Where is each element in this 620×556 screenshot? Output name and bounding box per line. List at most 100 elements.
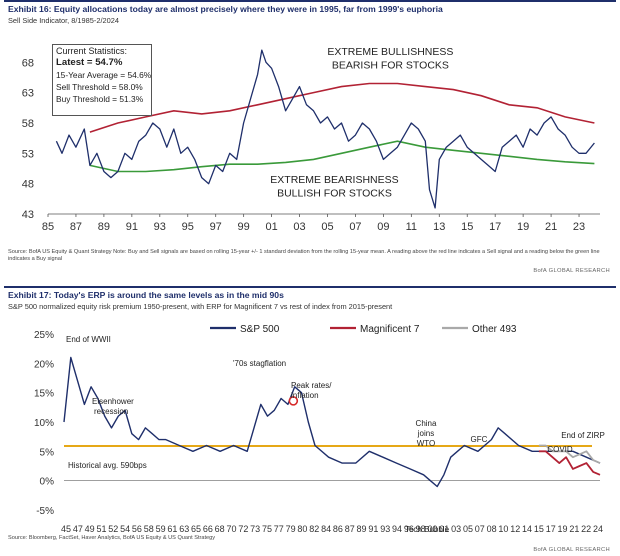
annotation-end-of-wwii: End of WWII	[66, 335, 111, 344]
x-tick-label: 82	[309, 524, 319, 534]
annotation-historical-average: Historical avg. 590bps	[68, 461, 147, 470]
y-tick-label: 0%	[40, 477, 55, 488]
y-tick-label: 58	[22, 118, 34, 130]
x-tick-label: 65	[191, 524, 201, 534]
y-tick-label: 15%	[34, 389, 54, 400]
legend-label: Other 493	[472, 324, 517, 335]
exhibit-17-title: Exhibit 17: Today's ERP is around the sa…	[8, 290, 284, 300]
y-tick-label: 63	[22, 88, 34, 100]
x-tick-label: 47	[73, 524, 83, 534]
x-tick-label: 58	[144, 524, 154, 534]
x-tick-label: 61	[167, 524, 177, 534]
exhibit-16-subtitle: Sell Side Indicator, 8/1985-2/2024	[8, 16, 119, 25]
mag7-erp-line	[538, 450, 601, 476]
exhibit-16-credit: BofA GLOBAL RESEARCH	[533, 268, 610, 274]
annotation-covid: COVID	[547, 445, 573, 454]
title-rule	[4, 286, 616, 288]
y-tick-label: 53	[22, 148, 34, 160]
x-tick-label: 17	[489, 221, 501, 233]
exhibit-17-credit: BofA GLOBAL RESEARCH	[533, 547, 610, 553]
annotation-peak-rates: Peak rates/	[291, 381, 332, 390]
stats-average: 15-Year Average = 54.6%	[56, 70, 152, 80]
x-tick-label: 77	[274, 524, 284, 534]
x-tick-label: 70	[227, 524, 237, 534]
x-tick-label: 10	[498, 524, 508, 534]
x-tick-label: 08	[487, 524, 497, 534]
x-tick-label: 45	[61, 524, 71, 534]
annotation-peak-rates: inflation	[291, 391, 319, 400]
x-tick-label: 97	[210, 221, 222, 233]
x-tick-label: 15	[461, 221, 473, 233]
x-tick-label: 23	[573, 221, 585, 233]
peak-rates-marker	[288, 396, 299, 406]
exhibit-16-panel: Exhibit 16: Equity allocations today are…	[4, 0, 616, 274]
x-tick-label: 87	[70, 221, 82, 233]
x-tick-label: 91	[126, 221, 138, 233]
x-tick-label: 56	[132, 524, 142, 534]
x-tick-label: 11	[406, 221, 417, 233]
x-tick-label: 22	[581, 524, 591, 534]
x-tick-label: 17	[546, 524, 556, 534]
x-tick-label: 07	[349, 221, 361, 233]
exhibit-17-panel: Exhibit 17: Today's ERP is around the sa…	[0, 278, 620, 556]
x-tick-label: 03	[293, 221, 305, 233]
annotation-extreme-bearishness: EXTREME BEARISHNESS	[270, 174, 398, 186]
x-tick-label: 51	[96, 524, 106, 534]
x-tick-label: 21	[569, 524, 579, 534]
stats-buy-threshold: Buy Threshold = 51.3%	[56, 94, 144, 104]
exhibit-17-chart: 25%20%15%10%5%0%-5%45 47 49 51 52 54 56 58 59 61 6…	[34, 324, 605, 534]
x-tick-label: 21	[545, 221, 557, 233]
x-tick-label: 07	[475, 524, 485, 534]
annotation-extreme-bullishness: EXTREME BULLISHNESS	[327, 46, 453, 58]
stats-latest: Latest = 54.7%	[56, 57, 123, 68]
annotation-bearish-for-stocks: BEARISH FOR STOCKS	[332, 59, 449, 71]
y-tick-label: 25%	[34, 330, 54, 341]
x-tick-label: 15	[534, 524, 544, 534]
x-tick-label: 05	[321, 221, 333, 233]
x-tick-label: 12	[510, 524, 520, 534]
legend-label: Magnificent 7	[360, 324, 420, 335]
x-tick-label: 54	[120, 524, 130, 534]
sell-side-indicator-line	[55, 49, 595, 209]
sell-threshold-line	[89, 82, 595, 133]
sp500-erp-line	[63, 356, 601, 488]
x-tick-label: 66	[203, 524, 213, 534]
other493-erp-line	[538, 444, 601, 464]
x-tick-label: 84	[321, 524, 331, 534]
stats-sell-threshold: Sell Threshold = 58.0%	[56, 82, 143, 92]
x-tick-label: 52	[108, 524, 118, 534]
x-tick-label: 19	[517, 221, 529, 233]
exhibit-17-source: Source: Bloomberg, FactSet, Haver Analyt…	[8, 535, 216, 541]
x-tick-label: 05	[463, 524, 473, 534]
title-rule	[4, 0, 616, 2]
annotation-china-joins-wto: China	[416, 419, 437, 428]
annotation-70s-stagflation: '70s stagflation	[233, 359, 286, 368]
x-tick-label: 93	[154, 221, 166, 233]
x-tick-label: 19	[558, 524, 568, 534]
x-tick-label: 79	[286, 524, 296, 534]
y-tick-label: 48	[22, 179, 34, 191]
exhibit-16-title: Exhibit 16: Equity allocations today are…	[8, 4, 443, 14]
x-tick-label: 87	[345, 524, 355, 534]
buy-threshold-line	[89, 140, 595, 173]
x-tick-label: 24	[593, 524, 603, 534]
x-tick-label: 75	[262, 524, 272, 534]
annotation-bullish-for-stocks: BULLISH FOR STOCKS	[277, 187, 392, 199]
x-tick-label: 93	[380, 524, 390, 534]
x-tick-label: 00	[427, 524, 437, 534]
y-tick-label: 43	[22, 209, 34, 221]
x-tick-label: 63	[179, 524, 189, 534]
annotation-tech-bubble: Tech Bubble	[405, 525, 450, 534]
x-tick-label: 85	[42, 221, 54, 233]
legend-label: S&P 500	[240, 324, 280, 335]
x-tick-label: 49	[85, 524, 95, 534]
x-tick-label: 86	[333, 524, 343, 534]
x-tick-label: 98	[416, 524, 426, 534]
annotation-eisenhower-recession: recession	[94, 407, 128, 416]
x-tick-label: 94	[392, 524, 402, 534]
x-tick-label: 09	[377, 221, 389, 233]
x-tick-label: 14	[522, 524, 532, 534]
x-tick-label: 59	[156, 524, 166, 534]
y-tick-label: 68	[22, 57, 34, 69]
x-tick-label: 03	[451, 524, 461, 534]
